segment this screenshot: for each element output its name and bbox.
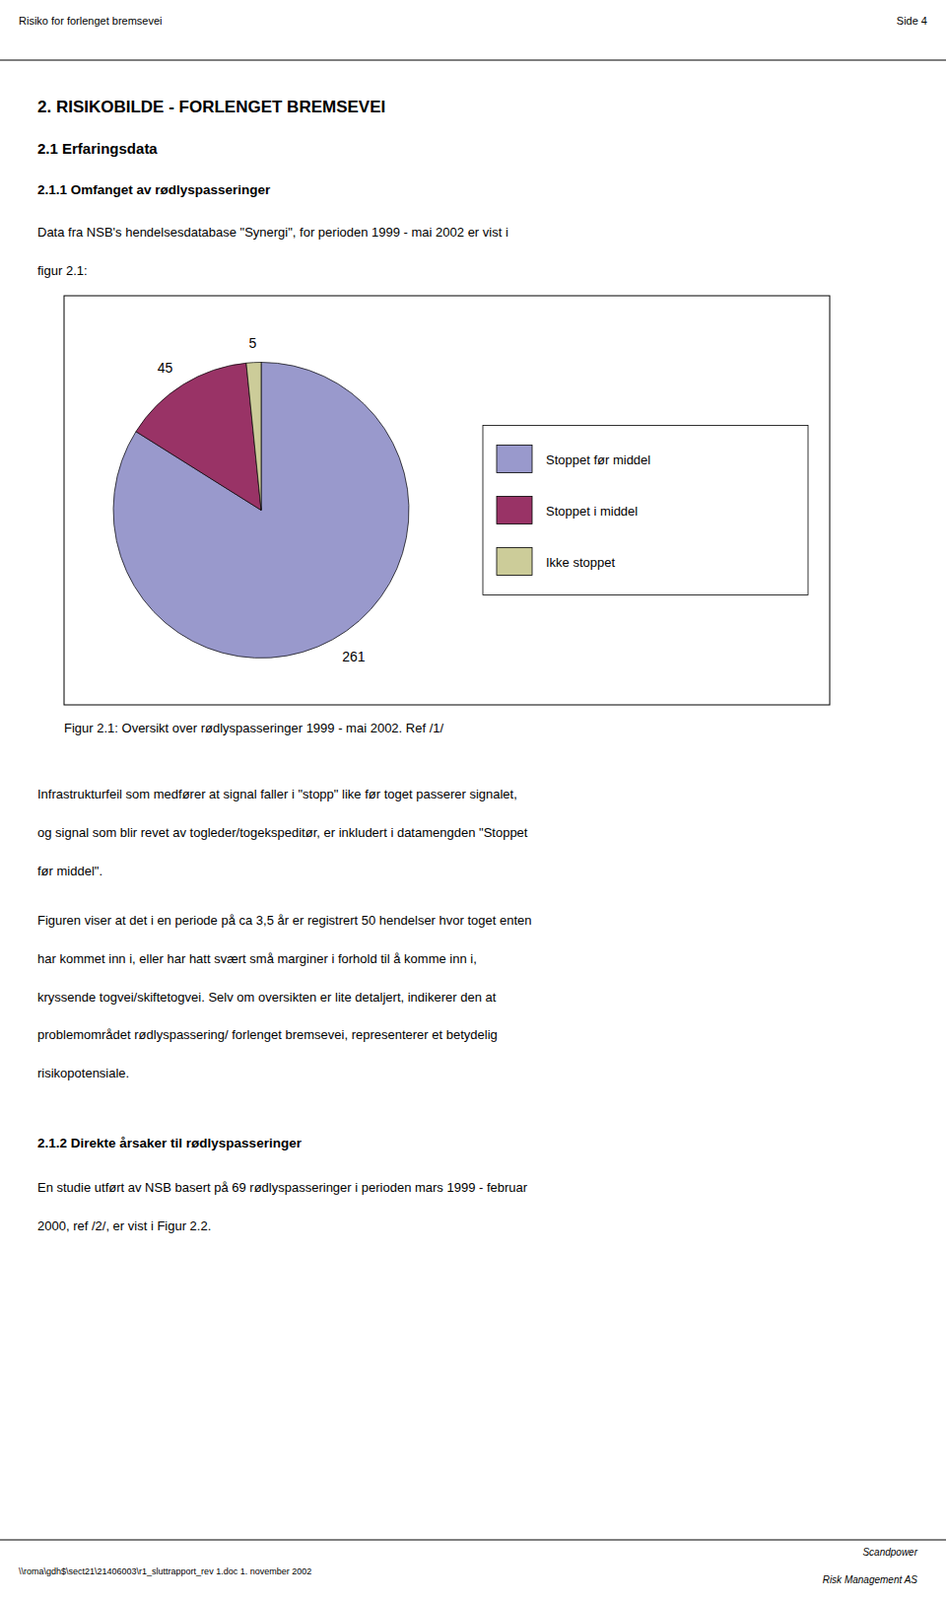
legend-swatch — [496, 547, 533, 576]
paragraph-line: risikopotensiale. — [37, 1065, 130, 1081]
footer-rule — [0, 1538, 946, 1540]
legend-entry: Ikke stoppet — [545, 554, 615, 570]
chart-title: Figur 2.1: Oversikt over rødlyspassering… — [64, 720, 444, 736]
paragraph-line: Infrastrukturfeil som medfører at signal… — [37, 786, 518, 802]
footer-text: Scandpower — [862, 1546, 918, 1557]
paragraph-line: og signal som blir revet av togleder/tog… — [37, 824, 529, 840]
heading: 2.1.1 Omfanget av rødlyspasseringer — [37, 182, 271, 198]
footer-text: Risk Management AS — [822, 1573, 919, 1585]
page: Risiko for forlenget bremsevei Side 4 2. R… — [0, 0, 946, 1600]
page-header: Risiko for forlenget bremsevei — [18, 14, 163, 27]
paragraph-line: har kommet inn i, eller har hatt svært s… — [37, 950, 477, 966]
paragraph-line: kryssende togvei/skiftetogvei. Selv om o… — [37, 989, 497, 1005]
data-label: 261 — [341, 648, 366, 665]
data-label: 5 — [249, 335, 258, 351]
chart-frame — [64, 295, 830, 705]
paragraph-line: før middel". — [37, 863, 103, 879]
pie-slice — [246, 362, 262, 511]
paragraph-line: problemområdet rødlyspassering/ forlenge… — [37, 1026, 498, 1042]
heading: 2.1.2 Direkte årsaker til rødlyspasserin… — [37, 1135, 303, 1150]
pie — [113, 362, 409, 659]
paragraph-line: Data fra NSB's hendelsesdatabase "Synerg… — [37, 224, 509, 240]
heading: 2.1 Erfaringsdata — [37, 139, 158, 157]
header-rule — [0, 59, 946, 61]
legend-swatch — [496, 445, 533, 473]
data-label: 45 — [157, 359, 174, 376]
paragraph-line: En studie utført av NSB basert på 69 rød… — [37, 1179, 529, 1195]
footer-text: \\roma\gdh$\sect21\21406003\r1_sluttrapp… — [18, 1565, 312, 1576]
pie-slice — [135, 362, 262, 510]
legend-frame — [482, 425, 809, 596]
page-header: Side 4 — [896, 14, 928, 27]
paragraph-line: figur 2.1: — [37, 263, 88, 278]
heading: 2. RISIKOBILDE - FORLENGET BREMSEVEI — [37, 97, 386, 117]
paragraph-line: Figuren viser at det i en periode på ca … — [37, 912, 533, 928]
paragraph-line: 2000, ref /2/, er vist i Figur 2.2. — [37, 1217, 211, 1233]
legend-entry: Stoppet i middel — [545, 503, 638, 519]
legend-swatch — [496, 496, 533, 525]
pie-slice — [113, 362, 409, 659]
legend-entry: Stoppet før middel — [545, 452, 651, 468]
